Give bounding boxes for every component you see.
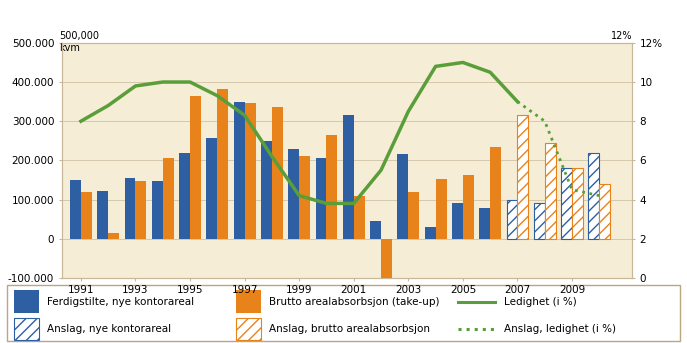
Bar (561, 168, 572, 239)
Bar (545, 143, 556, 239)
Bar (463, 175, 474, 239)
Text: 15. Tilbud og etterspørsel – Prognoser til 2010: 15. Tilbud og etterspørsel – Prognoser t… (8, 16, 358, 29)
Bar (245, 103, 256, 239)
Bar (289, 150, 300, 239)
Bar (124, 178, 135, 239)
Bar (517, 115, 528, 239)
Bar (480, 208, 490, 239)
Bar (135, 181, 146, 239)
Bar (98, 191, 109, 239)
Bar (534, 203, 545, 239)
Bar (452, 203, 463, 239)
Bar (152, 181, 163, 239)
Text: Brutto arealabsorbsjon (take-up): Brutto arealabsorbsjon (take-up) (269, 297, 440, 307)
Text: Ledighet (i %): Ledighet (i %) (504, 297, 576, 307)
Bar (588, 153, 599, 239)
Text: kvm: kvm (59, 44, 80, 54)
Bar (490, 147, 501, 239)
Bar (572, 168, 583, 239)
Bar (179, 153, 190, 239)
Text: Ferdigstilte, nye kontorareal: Ferdigstilte, nye kontorareal (47, 297, 194, 307)
Text: Anslag, brutto arealabsorbsjon: Anslag, brutto arealabsorbsjon (269, 324, 431, 334)
Bar (436, 179, 447, 239)
Bar (506, 200, 517, 239)
Bar (315, 158, 326, 239)
Bar (217, 89, 228, 239)
Bar (190, 96, 201, 239)
Bar (261, 141, 272, 239)
Bar (370, 221, 381, 239)
Bar (236, 290, 261, 313)
Bar (81, 192, 92, 239)
Bar (408, 192, 419, 239)
Bar (236, 318, 261, 340)
Bar (14, 290, 39, 313)
Bar (397, 154, 408, 239)
Bar (354, 196, 365, 239)
Bar (425, 227, 436, 239)
Bar (599, 184, 610, 239)
Text: 500,000: 500,000 (59, 31, 99, 40)
Bar (234, 103, 245, 239)
Bar (343, 115, 354, 239)
Bar (300, 156, 310, 239)
Bar (381, 239, 392, 289)
Bar (109, 233, 119, 239)
Bar (206, 138, 217, 239)
Text: 12%: 12% (611, 31, 632, 40)
Bar (326, 135, 337, 239)
Text: Anslag, ledighet (i %): Anslag, ledighet (i %) (504, 324, 616, 334)
Bar (163, 158, 174, 239)
Bar (14, 318, 39, 340)
Text: Anslag, nye kontorareal: Anslag, nye kontorareal (47, 324, 171, 334)
Bar (70, 180, 81, 239)
Bar (272, 107, 283, 239)
